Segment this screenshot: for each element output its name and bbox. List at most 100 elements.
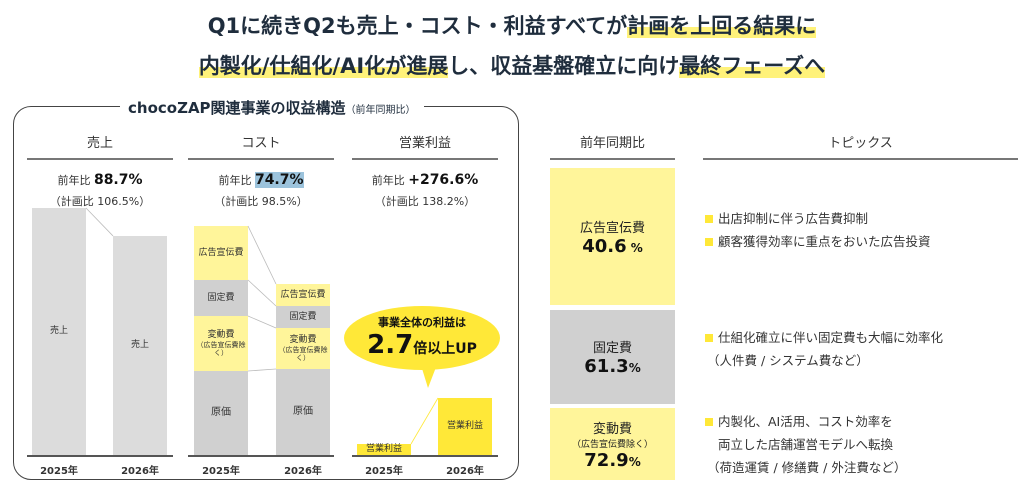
yoy-box-label: 固定費 (592, 341, 632, 356)
bar-label-text: 売上 (49, 326, 68, 337)
panel-title: chocoZAP関連事業の収益構造（前年同期比） (120, 97, 424, 118)
bullet-square-icon (705, 238, 713, 246)
chart-title: コスト (241, 136, 281, 151)
topic-detail: 両立した店舗運営モデルへ転換 (718, 437, 894, 452)
topic-text: 内製化、AI活用、コスト効率を (718, 414, 893, 429)
yoy-box: 固定費 61.3% (550, 310, 675, 404)
yoy-label: 前年比 (371, 174, 405, 187)
connector-line (410, 397, 439, 445)
plan-ratio: （計画比 98.5%） (214, 195, 308, 208)
yoy-label: 前年比 (57, 174, 91, 187)
bar-label: 広告宣伝費 (198, 248, 243, 259)
headline-text: Q1に続きQ2も売上・コスト・利益すべてが (207, 14, 628, 38)
yoy-box-label: 広告宣伝費 (579, 220, 645, 236)
bar-label-text: 広告宣伝費 (280, 289, 326, 300)
topics-header: トピックス (828, 136, 893, 151)
year-label: 2025年 (40, 466, 78, 477)
yoy-value: 74.7% (254, 172, 304, 188)
year-label: 2026年 (121, 466, 159, 477)
connector-line (247, 368, 277, 372)
divider (188, 158, 334, 160)
yoy-value: 88.7% (93, 172, 143, 188)
yoy-stat: 前年比 74.7% (188, 172, 334, 188)
yoy-box-sub: （広告宣伝費除く） (571, 439, 653, 450)
bar-label-text: 固定費 (289, 311, 317, 322)
connector-line (247, 279, 277, 307)
year-label: 2026年 (284, 466, 322, 477)
topic-detail: （荷造運賃 / 修繕費 / 外注費など） (707, 460, 907, 475)
bar-label: 固定費 (207, 293, 234, 304)
topic-text: 仕組化確立に伴い固定費も大幅に効率化 (718, 330, 944, 345)
plan-ratio: （計画比 106.5%） (49, 195, 151, 208)
bar-label-text: 変動費 (289, 334, 317, 345)
connector-line (247, 225, 277, 285)
bar-label: 原価 (211, 407, 231, 419)
bar-固定費: 固定費 (276, 306, 330, 328)
bar-label: 広告宣伝費 (280, 290, 325, 301)
divider (352, 158, 498, 160)
bar-原価: 原価 (276, 369, 330, 455)
bullet-square-icon (705, 215, 713, 223)
topic-item: 仕組化確立に伴い固定費も大幅に効率化 (705, 326, 943, 349)
callout-line2: 2.7倍以上UP (344, 330, 500, 360)
yoy-value-number: 40.6 (582, 235, 627, 257)
yoy-value-number: 61.3 (584, 356, 629, 377)
topic-text: 出店抑制に伴う広告費抑制 (718, 211, 869, 226)
topic-list: 内製化、AI活用、コスト効率を 両立した店舗運営モデルへ転換 （荷造運賃 / 修繕費… (705, 410, 906, 479)
bar-label: 営業利益 (447, 421, 483, 432)
bar-label: 固定費 (289, 312, 316, 323)
bar-変動費: 変動費 （広告宣伝費除く） (276, 328, 330, 369)
divider (27, 158, 173, 160)
yoy-header: 前年同期比 (579, 136, 645, 151)
bar-label-sub: （広告宣伝費除く） (196, 340, 246, 357)
yoy-label: 前年比 (218, 174, 252, 187)
yoy-value-unit: % (628, 361, 641, 375)
baseline (188, 455, 334, 457)
bar-label-text: 営業利益 (365, 444, 402, 455)
topic-item: 顧客獲得効率に重点をおいた広告投資 (705, 230, 931, 253)
headline-line2: 内製化/仕組化/AI化が進展し、収益基盤確立に向け最終フェーズへ (0, 50, 1024, 80)
topic-detail: （人件費 / システム費など） (707, 353, 869, 368)
yoy-box-value: 40.6 % (582, 236, 643, 257)
year-label: 2025年 (365, 466, 403, 477)
bar-label-text: 営業利益 (446, 421, 483, 432)
baseline (352, 455, 498, 457)
bar-label-text: 変動費 (207, 329, 235, 340)
headline-highlight: 最終フェーズへ (679, 54, 826, 78)
callout-multiplier: 2.7 (367, 330, 414, 360)
headline-line1: Q1に続きQ2も売上・コスト・利益すべてが計画を上回る結果に (0, 10, 1024, 40)
topic-list: 出店抑制に伴う広告費抑制顧客獲得効率に重点をおいた広告投資 (705, 207, 931, 253)
headline-highlight: 内製化/仕組化/AI化が進展 (198, 54, 449, 78)
headline-highlight: 計画を上回る結果に (627, 14, 817, 38)
profit-callout: 事業全体の利益は 2.7倍以上UP (344, 306, 500, 370)
bar-原価: 原価 (194, 371, 248, 455)
bar-label: 売上 (131, 340, 149, 351)
bar-変動費: 変動費 （広告宣伝費除く） (194, 316, 248, 371)
bar-label: 変動費 （広告宣伝費除く） (276, 335, 330, 363)
bar-label: 売上 (50, 326, 68, 337)
bar-label-text: 原価 (293, 406, 313, 417)
bar-label-text: 広告宣伝費 (198, 247, 244, 258)
bar-label-sub: （広告宣伝費除く） (278, 345, 328, 362)
topic-item: 内製化、AI活用、コスト効率を (705, 410, 906, 433)
panel-title-text: chocoZAP関連事業の収益構造 (128, 99, 346, 117)
year-label: 2025年 (202, 466, 240, 477)
topic-item: 出店抑制に伴う広告費抑制 (705, 207, 931, 230)
topic-list: 仕組化確立に伴い固定費も大幅に効率化 （人件費 / システム費など） (705, 326, 943, 372)
bar-営業利益: 営業利益 (357, 444, 411, 455)
bar-label: 変動費 （広告宣伝費除く） (194, 330, 248, 358)
yoy-value: +276.6% (408, 172, 479, 188)
bar-広告宣伝費: 広告宣伝費 (276, 284, 330, 306)
divider (550, 158, 675, 160)
chart-title: 営業利益 (398, 136, 451, 151)
yoy-value-unit: % (628, 454, 641, 469)
year-label: 2026年 (446, 466, 484, 477)
bar-売上: 売上 (113, 235, 167, 455)
bar-固定費: 固定費 (194, 280, 248, 316)
headline-text: し、収益基盤確立に向け (448, 54, 680, 78)
bullet-square-icon (705, 418, 713, 426)
bar-売上: 売上 (32, 208, 86, 455)
topic-text: 顧客獲得効率に重点をおいた広告投資 (718, 234, 931, 249)
chart-title: 売上 (86, 136, 113, 151)
yoy-box: 変動費 （広告宣伝費除く） 72.9% (550, 408, 675, 480)
